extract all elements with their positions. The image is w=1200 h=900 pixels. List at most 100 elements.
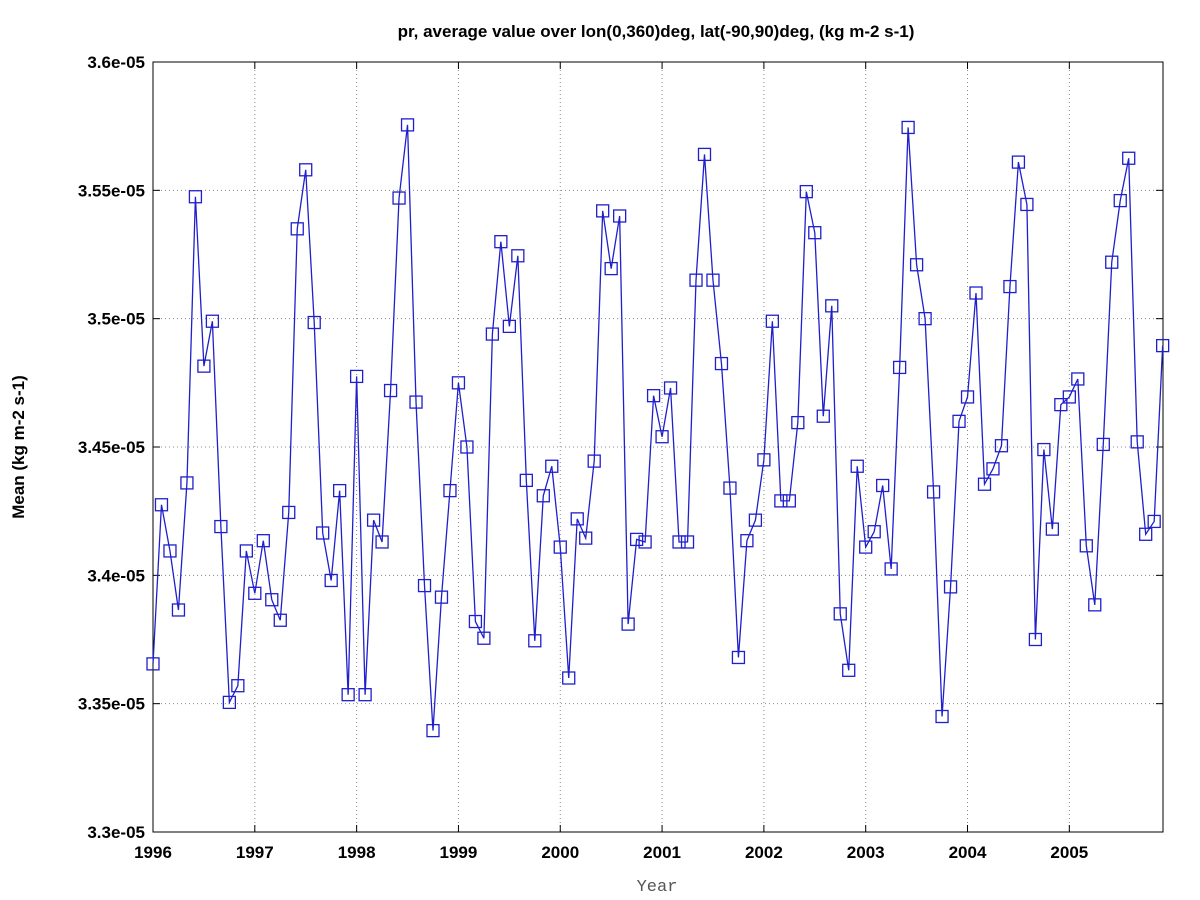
y-tick-label: 3.3e-05 bbox=[87, 823, 145, 842]
data-point-marker bbox=[383, 383, 398, 398]
data-point-marker bbox=[613, 209, 627, 223]
data-point-marker bbox=[222, 695, 237, 710]
data-point-marker bbox=[536, 489, 550, 503]
data-point-marker bbox=[596, 204, 610, 218]
data-point-marker bbox=[1011, 155, 1026, 169]
data-point-marker bbox=[663, 381, 678, 395]
data-point-marker bbox=[231, 679, 245, 693]
data-point-marker bbox=[680, 535, 695, 549]
data-point-marker bbox=[545, 459, 559, 473]
data-point-marker bbox=[1088, 598, 1102, 612]
data-point-marker bbox=[723, 481, 737, 495]
data-point-marker bbox=[1122, 151, 1136, 165]
series-precipitation bbox=[146, 118, 1170, 738]
data-point-marker bbox=[1079, 539, 1093, 553]
data-point-marker bbox=[791, 415, 805, 430]
data-point-marker bbox=[825, 299, 839, 313]
data-point-marker bbox=[154, 498, 169, 512]
data-point-marker bbox=[842, 663, 856, 677]
data-point-marker bbox=[765, 314, 780, 328]
y-axis-label: Mean (kg m-2 s-1) bbox=[9, 375, 28, 519]
data-point-marker bbox=[273, 613, 287, 627]
y-tick-label: 3.6e-05 bbox=[87, 53, 145, 72]
data-point-marker bbox=[443, 483, 457, 498]
data-point-marker bbox=[748, 513, 763, 527]
x-tick-label: 1998 bbox=[338, 843, 376, 862]
data-point-marker bbox=[697, 147, 712, 162]
data-point-marker bbox=[511, 249, 525, 263]
data-point-marker bbox=[316, 526, 330, 540]
data-point-marker bbox=[655, 430, 669, 444]
x-tick-label: 1999 bbox=[440, 843, 478, 862]
data-point-marker bbox=[494, 235, 508, 249]
data-point-marker bbox=[901, 120, 915, 135]
data-point-marker bbox=[816, 409, 830, 423]
data-point-marker bbox=[672, 535, 686, 549]
data-point-marker bbox=[562, 671, 576, 685]
data-point-marker bbox=[1130, 435, 1144, 449]
x-tick-label: 1997 bbox=[236, 843, 274, 862]
data-point-marker bbox=[299, 163, 313, 177]
data-point-marker bbox=[1071, 372, 1085, 386]
data-point-marker bbox=[570, 512, 584, 526]
data-point-marker bbox=[434, 590, 449, 604]
data-point-marker bbox=[731, 650, 746, 665]
data-point-marker bbox=[400, 118, 415, 132]
data-point-marker bbox=[757, 453, 771, 467]
data-point-marker bbox=[892, 360, 907, 375]
data-point-marker bbox=[604, 261, 618, 276]
data-point-marker bbox=[1003, 279, 1017, 294]
data-point-marker bbox=[646, 389, 661, 403]
data-point-marker bbox=[468, 614, 483, 629]
x-tick-label: 2002 bbox=[745, 843, 783, 862]
data-point-marker bbox=[282, 505, 296, 520]
data-point-marker bbox=[740, 534, 754, 548]
data-point-marker bbox=[349, 369, 364, 384]
data-point-marker bbox=[239, 544, 253, 558]
data-point-marker bbox=[426, 723, 440, 738]
data-point-marker bbox=[146, 657, 160, 671]
grid-lines bbox=[153, 62, 1163, 832]
data-point-marker bbox=[451, 376, 466, 390]
data-point-marker bbox=[909, 258, 924, 272]
data-point-marker bbox=[689, 273, 703, 287]
data-point-marker bbox=[994, 439, 1009, 453]
data-point-marker bbox=[205, 314, 220, 328]
data-point-marker bbox=[587, 454, 601, 468]
data-point-marker bbox=[197, 359, 211, 373]
data-point-marker bbox=[943, 580, 958, 594]
data-point-marker bbox=[460, 440, 474, 454]
data-point-marker bbox=[528, 634, 542, 648]
data-point-marker bbox=[417, 578, 432, 593]
data-point-marker bbox=[375, 535, 389, 549]
data-point-marker bbox=[638, 535, 652, 549]
data-point-marker bbox=[952, 414, 966, 428]
data-point-marker bbox=[188, 190, 203, 204]
data-point-marker bbox=[366, 513, 381, 527]
data-point-marker bbox=[706, 273, 720, 287]
y-tick-label: 3.4e-05 bbox=[87, 566, 145, 585]
data-point-marker bbox=[918, 312, 932, 326]
data-point-marker bbox=[1096, 437, 1110, 452]
x-axis-ticks: 1996 1997 1998 1999 2000 2001 2002 2003 2004 2005 bbox=[134, 62, 1088, 862]
data-point-marker bbox=[333, 483, 347, 498]
series-line bbox=[152, 124, 1164, 731]
x-axis-label: Year bbox=[637, 878, 678, 897]
data-point-marker bbox=[341, 688, 355, 702]
data-point-marker bbox=[876, 478, 890, 493]
data-point-marker bbox=[256, 534, 270, 548]
data-point-marker bbox=[859, 540, 873, 554]
data-point-marker bbox=[1156, 338, 1170, 353]
data-point-marker bbox=[960, 390, 975, 404]
data-point-marker bbox=[265, 593, 279, 607]
data-point-marker bbox=[409, 395, 423, 409]
data-point-marker bbox=[171, 603, 186, 617]
data-point-marker bbox=[782, 494, 796, 508]
x-tick-label: 2001 bbox=[643, 843, 681, 862]
data-point-marker bbox=[850, 459, 864, 473]
data-point-marker bbox=[977, 477, 992, 491]
data-point-marker bbox=[833, 607, 847, 621]
data-point-marker bbox=[358, 688, 372, 702]
data-point-marker bbox=[307, 315, 321, 330]
